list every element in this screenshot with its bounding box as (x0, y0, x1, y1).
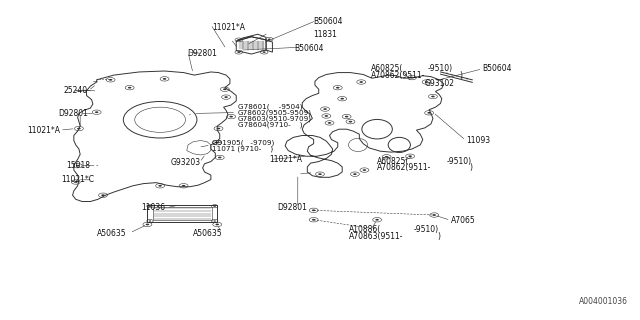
Circle shape (101, 194, 105, 196)
Text: G78603(9510-9709): G78603(9510-9709) (237, 115, 312, 122)
Text: A60825(: A60825( (377, 157, 410, 166)
Text: B50604: B50604 (482, 64, 511, 73)
Text: B50604: B50604 (294, 44, 324, 53)
Circle shape (225, 96, 228, 98)
Circle shape (353, 173, 356, 175)
Text: D92801: D92801 (187, 49, 217, 58)
Text: 11021*A: 11021*A (27, 126, 60, 135)
Circle shape (74, 181, 77, 183)
Circle shape (410, 77, 414, 78)
Text: A70863(9511-: A70863(9511- (349, 232, 403, 241)
Text: A70862(9511-: A70862(9511- (371, 71, 425, 80)
Text: A004001036: A004001036 (579, 297, 628, 306)
Text: A7065: A7065 (451, 216, 476, 225)
Text: 25240: 25240 (63, 86, 87, 95)
Text: 11036: 11036 (141, 203, 165, 212)
Circle shape (408, 155, 412, 157)
Text: A60825(: A60825( (371, 64, 403, 73)
Text: G93203: G93203 (171, 158, 201, 167)
Text: A70862(9511-: A70862(9511- (377, 164, 431, 172)
Text: 15018: 15018 (66, 161, 90, 170)
Circle shape (229, 116, 233, 117)
Circle shape (218, 156, 221, 158)
Text: B50604: B50604 (314, 17, 343, 26)
Text: G93102: G93102 (425, 79, 454, 88)
Text: G91905(   -9709): G91905( -9709) (212, 140, 275, 146)
Circle shape (425, 81, 428, 83)
Circle shape (182, 185, 186, 187)
Circle shape (345, 116, 348, 117)
Text: ): ) (469, 164, 472, 172)
Text: 11021*C: 11021*C (61, 175, 94, 184)
Circle shape (349, 121, 352, 123)
Circle shape (431, 96, 435, 97)
Circle shape (360, 81, 363, 83)
Text: A50635: A50635 (193, 229, 223, 238)
Circle shape (213, 205, 216, 207)
Circle shape (213, 220, 216, 222)
Circle shape (77, 128, 81, 129)
Circle shape (363, 169, 366, 171)
Circle shape (312, 209, 316, 211)
Text: 11093: 11093 (466, 136, 490, 145)
Circle shape (95, 111, 99, 113)
Text: -9510): -9510) (428, 64, 453, 73)
Circle shape (318, 173, 322, 175)
Circle shape (128, 87, 131, 89)
Text: 11021*A: 11021*A (212, 23, 245, 32)
Circle shape (216, 224, 219, 225)
Circle shape (163, 78, 166, 80)
Circle shape (216, 142, 219, 144)
Bar (147, 205, 217, 222)
Text: -9510): -9510) (447, 157, 472, 166)
Text: D92801: D92801 (59, 109, 88, 118)
Text: ): ) (437, 232, 440, 241)
Text: -9510): -9510) (414, 225, 439, 234)
Circle shape (262, 52, 266, 53)
Text: 11021*A: 11021*A (269, 155, 302, 164)
Text: ): ) (460, 71, 463, 80)
Text: D92801: D92801 (277, 203, 307, 212)
Circle shape (323, 108, 327, 110)
Text: A10886(: A10886( (349, 225, 381, 234)
Circle shape (237, 52, 240, 53)
Circle shape (328, 122, 332, 124)
Circle shape (433, 214, 436, 216)
Text: 11831: 11831 (314, 30, 337, 39)
Circle shape (375, 219, 379, 220)
Text: G78602(9505-9509): G78602(9505-9509) (237, 109, 312, 116)
Circle shape (109, 79, 113, 81)
Circle shape (312, 219, 316, 220)
Text: A50635: A50635 (97, 229, 126, 238)
Circle shape (76, 165, 79, 166)
Circle shape (336, 87, 340, 89)
Bar (152, 207, 212, 220)
Circle shape (428, 112, 431, 114)
Circle shape (146, 224, 149, 225)
Circle shape (148, 205, 151, 207)
Circle shape (217, 128, 220, 129)
Circle shape (237, 39, 240, 41)
Circle shape (324, 115, 328, 117)
Circle shape (148, 220, 151, 222)
Text: 11071 (9710-    ): 11071 (9710- ) (212, 146, 273, 152)
Text: G78604(9710-    ): G78604(9710- ) (237, 121, 302, 128)
Text: G78601(    -9504): G78601( -9504) (237, 103, 302, 110)
Circle shape (340, 98, 344, 100)
Circle shape (268, 38, 271, 40)
Circle shape (223, 88, 227, 90)
Circle shape (385, 156, 388, 158)
Circle shape (158, 185, 162, 187)
